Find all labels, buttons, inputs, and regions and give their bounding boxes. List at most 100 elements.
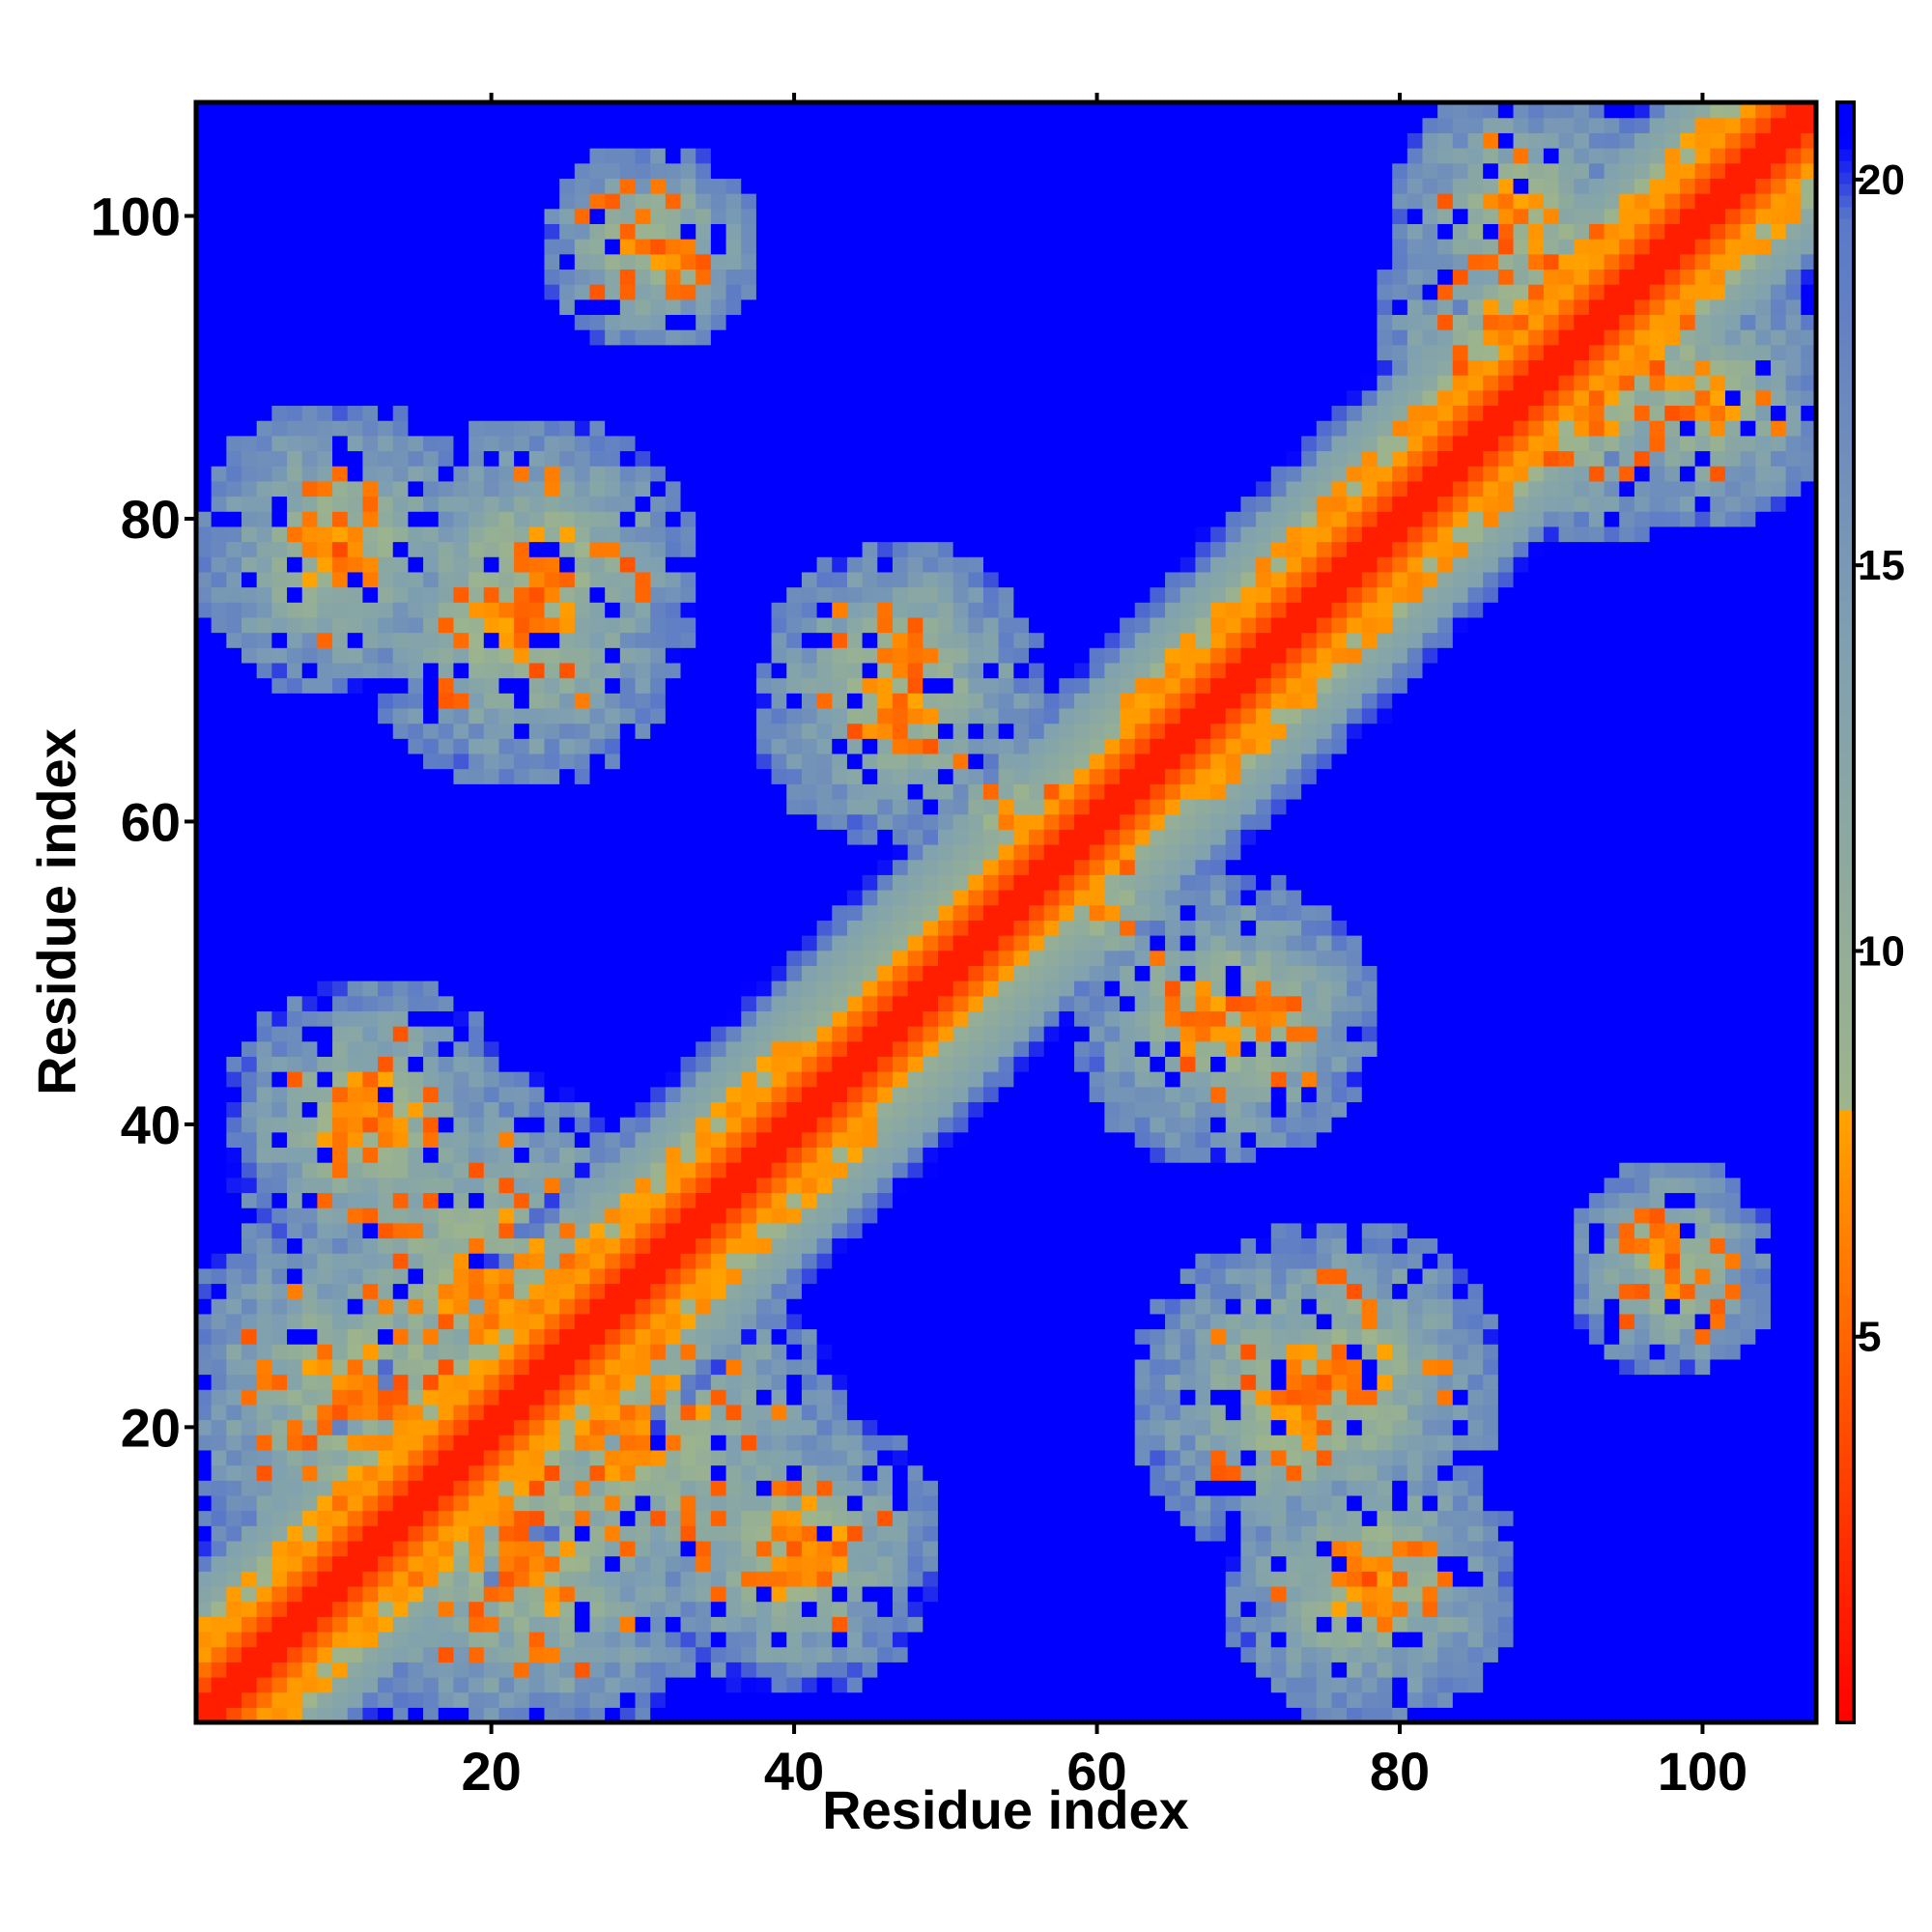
heatmap-cell (1528, 1344, 1545, 1360)
heatmap-cell (755, 1676, 773, 1693)
heatmap-cell (483, 1525, 500, 1542)
heatmap-cell (1801, 1208, 1817, 1224)
heatmap-cell (1497, 1147, 1515, 1163)
heatmap-cell (635, 1404, 651, 1421)
heatmap-cell (1210, 1540, 1227, 1557)
heatmap-cell (1604, 1267, 1620, 1285)
heatmap-cell (1710, 1494, 1726, 1512)
heatmap-cell (1785, 1449, 1802, 1466)
heatmap-cell (1513, 1494, 1529, 1512)
heatmap-cell (332, 1328, 349, 1345)
heatmap-cell (635, 1585, 651, 1603)
heatmap-cell (1437, 1435, 1454, 1451)
heatmap-cell (1452, 1131, 1469, 1149)
heatmap-cell (423, 1283, 440, 1299)
heatmap-cell (937, 1525, 954, 1542)
heatmap-cell (1437, 1071, 1454, 1088)
heatmap-cell (574, 1510, 591, 1526)
heatmap-cell (1528, 1222, 1545, 1239)
heatmap-cell (544, 1374, 560, 1390)
heatmap-cell (1286, 1147, 1302, 1163)
heatmap-cell (998, 1555, 1014, 1572)
heatmap-cell (619, 1585, 637, 1603)
heatmap-cell (1029, 1177, 1045, 1194)
heatmap-cell (1256, 1480, 1272, 1496)
heatmap-cell (1679, 1147, 1696, 1163)
heatmap-cell (1694, 1510, 1711, 1526)
heatmap-cell (1074, 1662, 1091, 1678)
heatmap-cell (741, 1358, 757, 1376)
heatmap-cell (635, 1313, 651, 1330)
heatmap-cell (1467, 1162, 1484, 1179)
heatmap-cell (892, 1616, 909, 1633)
heatmap-cell (1740, 1056, 1756, 1072)
heatmap-cell (1513, 1601, 1529, 1617)
heatmap-cell (680, 1344, 696, 1360)
heatmap-cell (1270, 1131, 1288, 1149)
heatmap-cell (877, 1555, 894, 1572)
heatmap-cell (710, 1464, 727, 1481)
heatmap-cell (498, 1616, 515, 1633)
heatmap-cell (1679, 1494, 1696, 1512)
heatmap-cell (1134, 1510, 1151, 1526)
heatmap-cell (301, 1525, 318, 1542)
heatmap-cell (287, 1540, 303, 1557)
heatmap-cell (1588, 1298, 1605, 1315)
heatmap-cell (1029, 1435, 1045, 1451)
heatmap-cell (816, 1040, 833, 1057)
heatmap-cell (1210, 1071, 1227, 1088)
heatmap-cell (635, 1389, 651, 1406)
heatmap-cell (408, 1676, 424, 1693)
heatmap-cell (1134, 1662, 1151, 1678)
heatmap-cell (1059, 1601, 1075, 1617)
heatmap-cell (1634, 1056, 1651, 1072)
heatmap-cell (1467, 1267, 1484, 1285)
heatmap-cell (1225, 1010, 1242, 1027)
heatmap-cell (1619, 1631, 1635, 1648)
heatmap-cell (923, 1464, 939, 1481)
heatmap-cell (755, 1192, 773, 1208)
heatmap-cell (332, 1313, 349, 1330)
heatmap-cell (423, 1494, 440, 1512)
heatmap-cell (1120, 1056, 1136, 1072)
heatmap-cell (1225, 1525, 1242, 1542)
heatmap-cell (801, 1662, 818, 1678)
heatmap-cell (755, 1389, 773, 1406)
heatmap-cell (923, 1358, 939, 1376)
heatmap-cell (605, 1222, 621, 1239)
heatmap-cell (1619, 1131, 1635, 1149)
heatmap-cell (1619, 1510, 1635, 1526)
heatmap-cell (862, 1162, 878, 1179)
heatmap-cell (589, 1056, 606, 1072)
heatmap-cell (1013, 1253, 1030, 1269)
heatmap-cell (998, 1267, 1014, 1285)
heatmap-cell (469, 1494, 485, 1512)
heatmap-cell (862, 1419, 878, 1435)
heatmap-cell (892, 1071, 909, 1088)
heatmap-cell (1483, 1419, 1499, 1435)
heatmap-cell (469, 1419, 485, 1435)
heatmap-cell (1013, 1313, 1030, 1330)
heatmap-cell (968, 1101, 984, 1118)
heatmap-cell (1301, 1177, 1318, 1194)
heatmap-cell (982, 1691, 1000, 1708)
heatmap-cell (1770, 1056, 1787, 1072)
heatmap-cell (755, 1177, 773, 1194)
heatmap-cell (1619, 1449, 1635, 1466)
heatmap-cell (741, 1192, 757, 1208)
heatmap-cell (998, 1435, 1014, 1451)
heatmap-cell (347, 1585, 363, 1603)
heatmap-cell (347, 1631, 363, 1648)
heatmap-cell (892, 1464, 909, 1481)
heatmap-cell (1649, 1131, 1665, 1149)
heatmap-cell (256, 1707, 272, 1723)
heatmap-cell (226, 1177, 242, 1194)
heatmap-cell (438, 1131, 455, 1149)
heatmap-cell (1543, 1162, 1560, 1179)
heatmap-cell (1634, 1646, 1651, 1662)
heatmap-cell (1694, 1676, 1711, 1693)
heatmap-cell (392, 1616, 410, 1633)
heatmap-cell (1043, 1208, 1060, 1224)
heatmap-cell (877, 1222, 894, 1239)
heatmap-cell (846, 1358, 864, 1376)
